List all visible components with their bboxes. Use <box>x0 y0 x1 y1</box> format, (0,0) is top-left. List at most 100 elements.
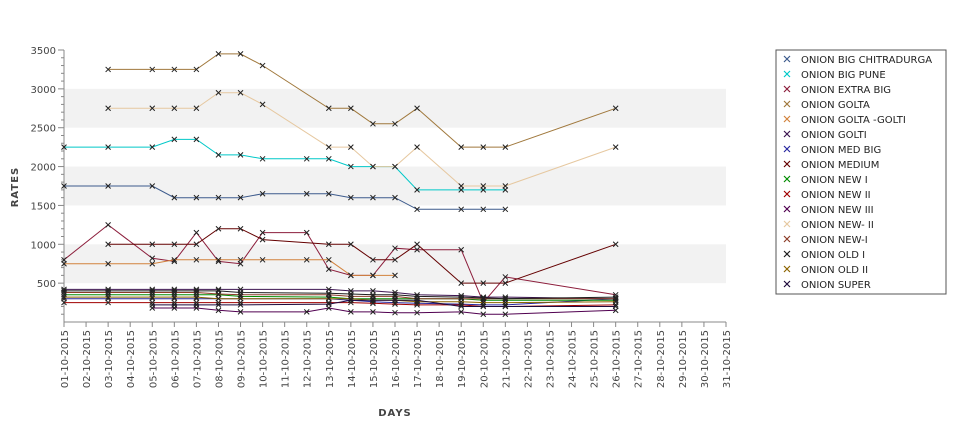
legend-item: ONION NEW II <box>783 190 871 201</box>
legend-marker <box>783 220 791 228</box>
series-line <box>64 294 616 301</box>
data-point <box>612 105 619 112</box>
data-point <box>193 194 200 201</box>
series-line <box>152 299 616 307</box>
data-point <box>392 245 398 252</box>
series-8 <box>105 225 619 286</box>
data-point <box>392 194 398 201</box>
legend-label: ONION MED BIG <box>801 145 881 156</box>
data-point <box>105 299 111 306</box>
x-tick-label: 28-10-2015 <box>656 330 667 388</box>
data-point <box>259 101 266 108</box>
data-point <box>193 294 200 300</box>
data-point <box>480 311 487 318</box>
y-tick-label: 1000 <box>31 240 56 251</box>
data-point <box>61 288 67 294</box>
data-point <box>325 290 332 297</box>
series-2 <box>61 136 509 193</box>
legend-label: ONION BIG PUNE <box>801 70 886 81</box>
data-point <box>370 256 376 263</box>
data-point <box>149 105 156 112</box>
data-point <box>237 194 244 201</box>
data-point <box>325 155 332 162</box>
x-tick-label: 11-10-2015 <box>281 330 292 388</box>
data-point <box>215 307 222 314</box>
data-point <box>325 295 332 302</box>
data-point <box>414 246 420 253</box>
data-point <box>414 297 420 304</box>
legend-marker <box>783 265 791 273</box>
data-point <box>171 105 178 112</box>
data-point <box>171 136 178 143</box>
data-point <box>171 256 178 263</box>
legend-item: ONION NEW III <box>783 205 874 216</box>
legend-label: ONION NEW II <box>801 190 871 201</box>
data-point <box>237 225 244 232</box>
x-axis-title: DAYS <box>378 408 412 419</box>
x-tick-label: 29-10-2015 <box>678 330 689 388</box>
series-16 <box>149 297 619 310</box>
data-point <box>414 105 420 112</box>
data-point <box>149 299 156 306</box>
data-point <box>193 105 200 112</box>
legend-label: ONION NEW III <box>801 205 874 216</box>
data-point <box>370 272 376 279</box>
data-point <box>392 120 398 127</box>
legend-marker <box>783 205 791 213</box>
legend-item: ONION MEDIUM <box>783 160 879 171</box>
legend-item: ONION SUPER <box>783 280 871 291</box>
data-point <box>348 163 354 170</box>
data-point <box>325 256 332 263</box>
x-tick-label: 16-10-2015 <box>391 330 402 388</box>
data-point <box>370 163 376 170</box>
data-point <box>392 256 398 263</box>
data-point <box>414 144 420 150</box>
legend-label: ONION MEDIUM <box>801 160 879 171</box>
data-point <box>193 241 200 248</box>
legend-item: ONION NEW- II <box>783 220 874 231</box>
series-line <box>108 53 616 148</box>
series-line <box>64 288 616 300</box>
data-point <box>348 297 354 304</box>
y-tick-label: 1500 <box>31 201 56 212</box>
y-axis: 500 1000 1500 2000 2500 3000 3500 <box>31 46 65 322</box>
data-point <box>259 229 266 236</box>
data-point <box>458 309 465 315</box>
data-point <box>414 206 420 213</box>
data-point <box>392 297 398 304</box>
data-point <box>458 246 465 253</box>
data-point <box>348 194 354 201</box>
data-point <box>61 183 67 189</box>
legend-item: ONION NEW I <box>783 175 868 186</box>
data-point <box>149 288 156 294</box>
series-line <box>64 292 616 300</box>
data-point <box>149 302 156 308</box>
legend-marker <box>783 145 791 153</box>
legend-label: ONION GOLTI <box>801 130 867 141</box>
data-point <box>149 260 156 267</box>
data-point <box>61 144 67 150</box>
data-point <box>348 144 354 150</box>
legend-label: ONION GOLTA <box>801 100 870 111</box>
data-point <box>61 294 67 300</box>
data-point <box>193 66 200 73</box>
data-point <box>171 66 178 73</box>
data-point <box>458 294 465 300</box>
data-point <box>105 66 111 73</box>
data-point <box>480 295 487 301</box>
data-point <box>325 241 332 248</box>
data-point <box>171 194 178 201</box>
data-point <box>215 194 222 201</box>
data-point <box>171 294 178 300</box>
legend-label: ONION OLD II <box>801 265 868 276</box>
data-point <box>612 298 619 305</box>
data-point <box>105 144 111 150</box>
x-tick-label: 27-10-2015 <box>634 330 645 388</box>
data-point <box>215 89 222 96</box>
data-point <box>215 51 222 57</box>
data-point <box>149 241 156 248</box>
data-point <box>612 294 619 300</box>
x-tick-label: 15-10-2015 <box>369 330 380 388</box>
series-line <box>64 298 616 306</box>
y-tick-label: 500 <box>37 279 56 290</box>
